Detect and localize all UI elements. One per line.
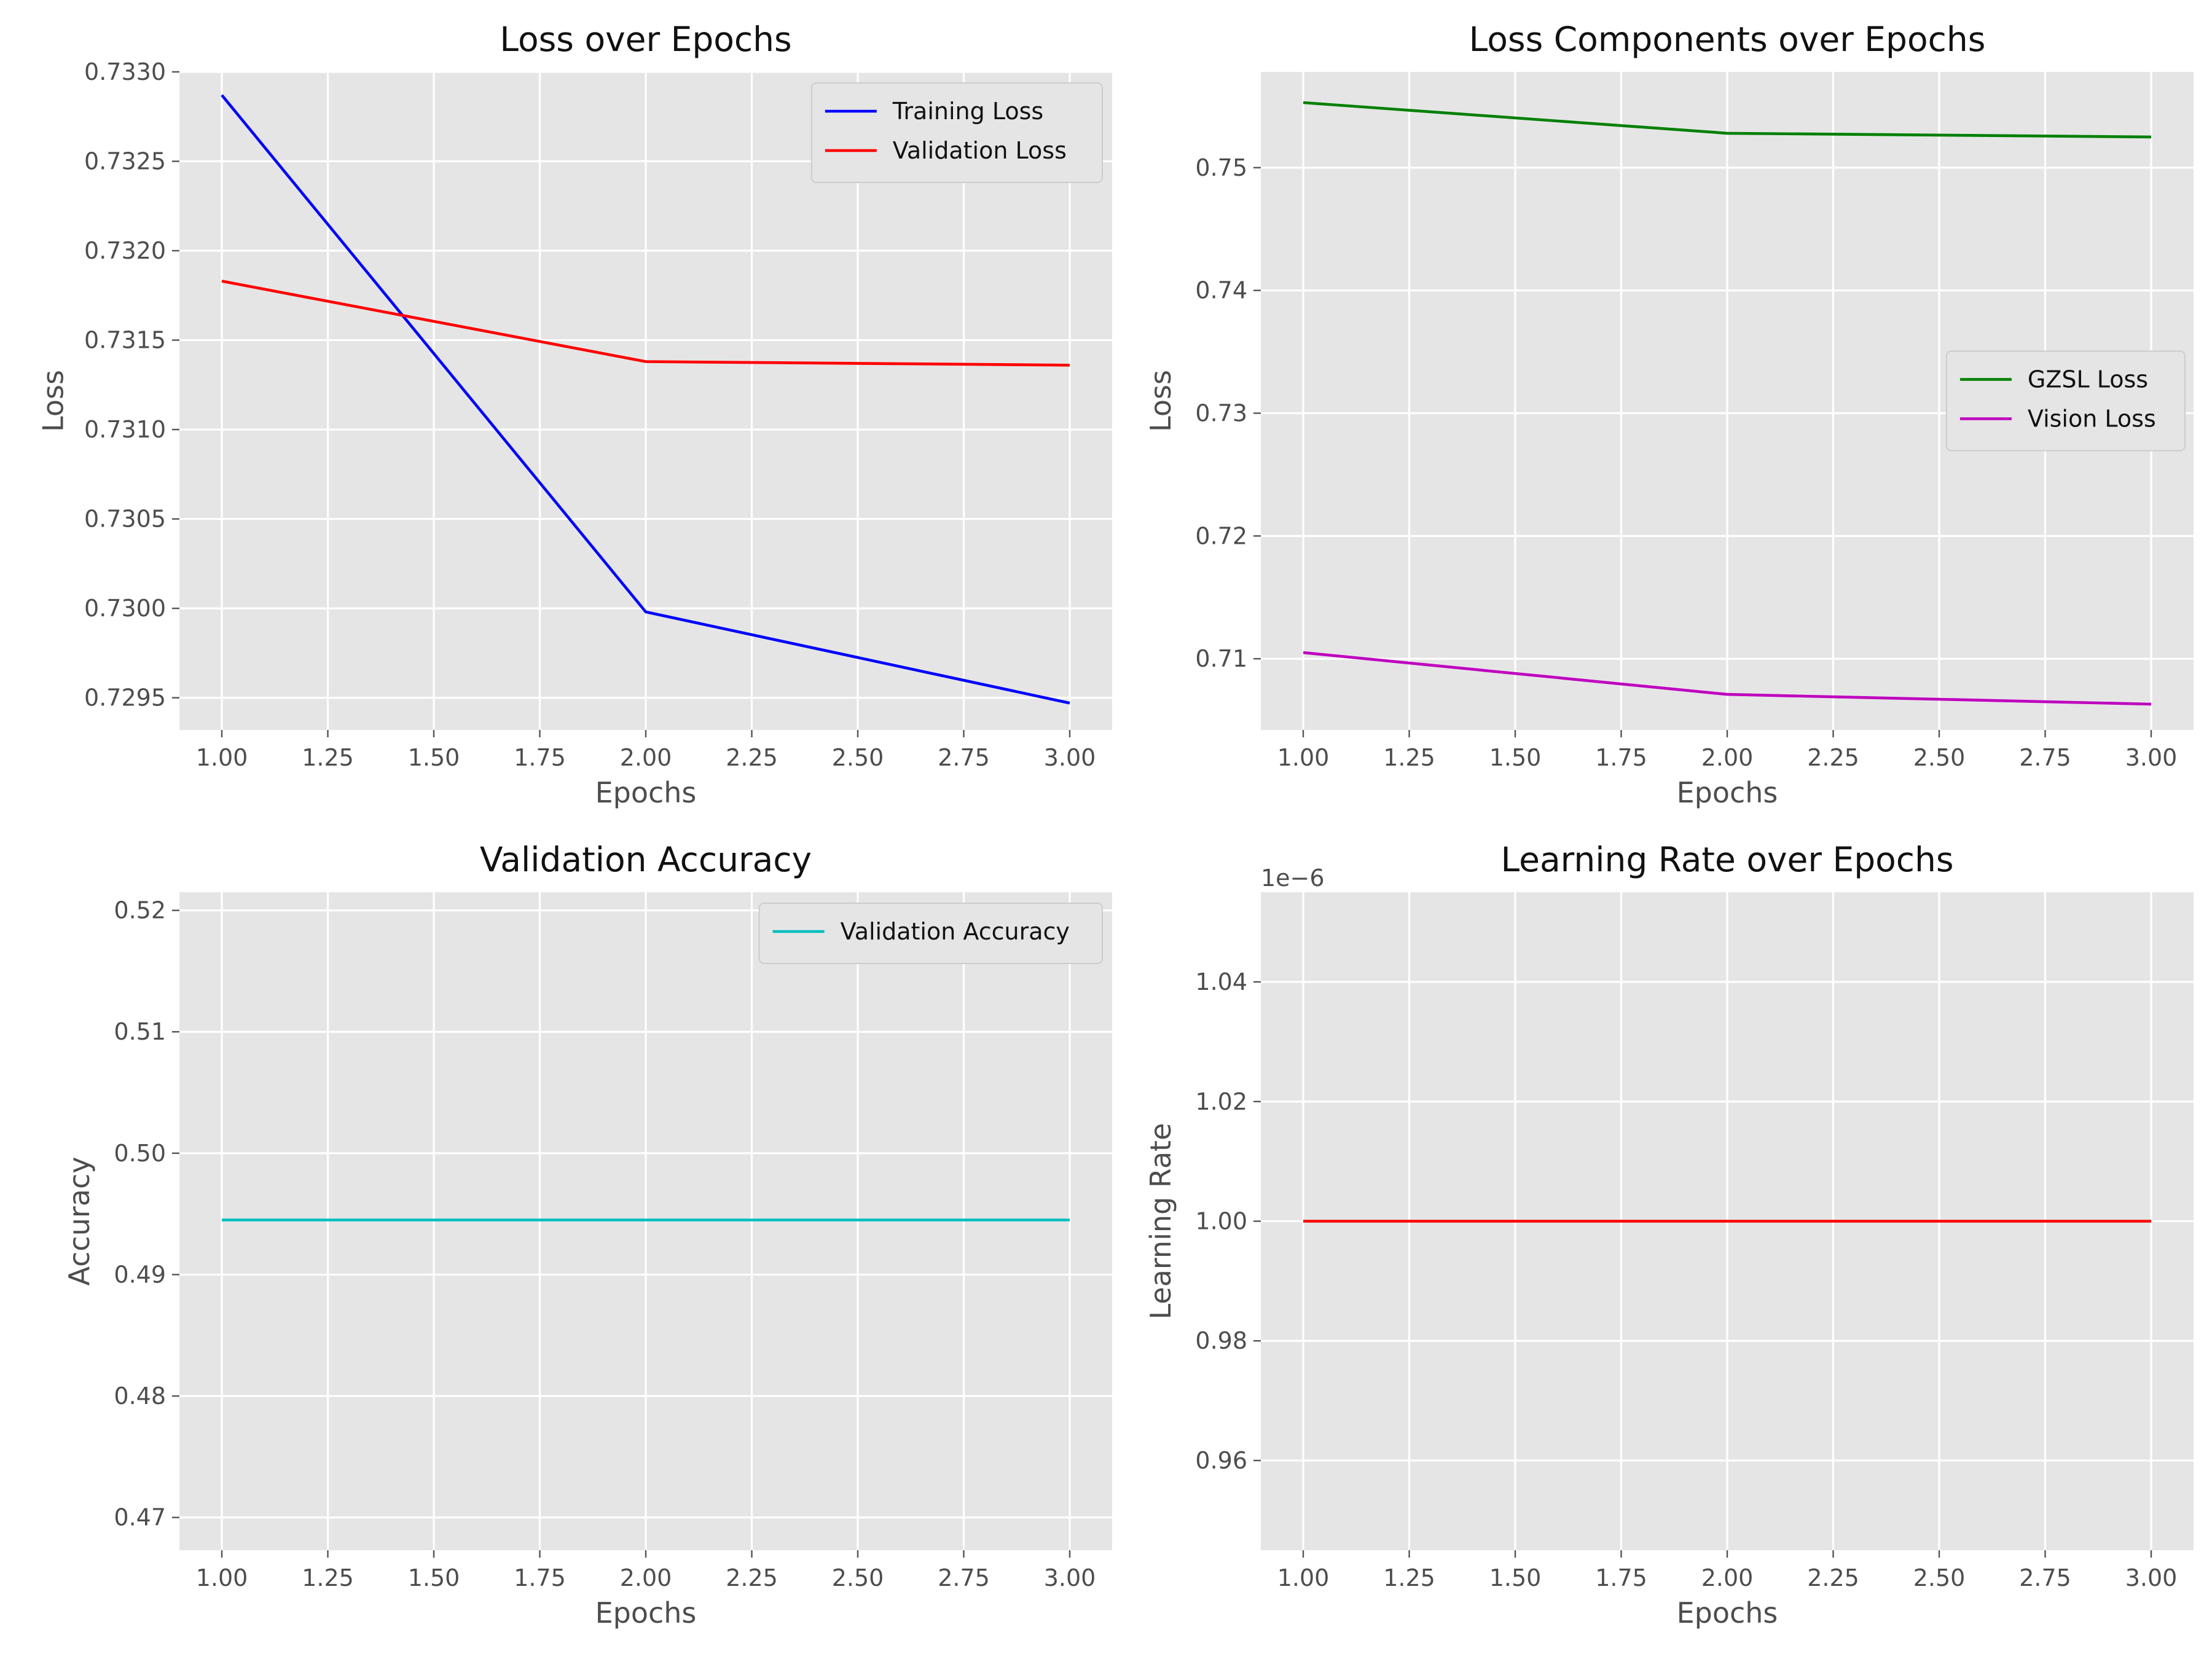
y-axis-label: Accuracy	[63, 1156, 96, 1285]
x-tick-label: 2.00	[620, 744, 672, 771]
y-tick-label: 1.00	[1195, 1208, 1247, 1235]
chart-title: Learning Rate over Epochs	[1500, 840, 1953, 879]
series-line-gzsl-loss	[1303, 101, 2152, 139]
y-tick-label: 0.50	[114, 1140, 166, 1167]
y-tick-label: 0.75	[1195, 154, 1247, 181]
legend-entry: GZSL Loss	[2028, 366, 2148, 393]
x-tick-label: 2.75	[938, 744, 990, 771]
x-axis-label: Epochs	[595, 776, 697, 809]
y-tick-label: 0.7320	[84, 237, 166, 264]
legend-box	[1945, 350, 2186, 452]
x-tick-label: 2.00	[1701, 744, 1754, 771]
legend: GZSL Loss Vision Loss	[1945, 350, 2186, 452]
x-tick-label: 1.00	[196, 744, 248, 771]
x-tick-label: 1.25	[1383, 744, 1435, 771]
x-tick-label: 1.75	[1595, 744, 1647, 771]
series-line-vision-loss	[1303, 651, 2152, 706]
x-tick-label: 2.50	[832, 1564, 884, 1591]
y-tick-label: 1.02	[1195, 1088, 1247, 1115]
x-tick-label: 1.25	[302, 744, 354, 771]
x-tick-label: 1.00	[196, 1564, 248, 1591]
y-axis-label: Loss	[1144, 370, 1177, 432]
x-tick-label: 1.50	[408, 1564, 460, 1591]
x-tick-label: 3.00	[1044, 744, 1096, 771]
y-tick-label: 0.7330	[84, 58, 166, 85]
y-tick-label: 0.96	[1195, 1447, 1247, 1474]
x-tick-label: 1.50	[1489, 744, 1542, 771]
chart-title: Validation Accuracy	[480, 840, 812, 879]
x-tick-label: 2.75	[2019, 744, 2071, 771]
x-axis-label: Epochs	[1677, 1596, 1778, 1630]
legend-box	[758, 903, 1104, 964]
y-tick-label: 0.7295	[84, 684, 166, 712]
axis-offset-label: 1e−6	[1261, 865, 1325, 892]
x-tick-label: 1.50	[1489, 1564, 1542, 1591]
x-tick-label: 1.50	[408, 744, 460, 771]
x-tick-label: 2.50	[832, 744, 884, 771]
y-tick-label: 0.74	[1195, 277, 1247, 304]
x-tick-label: 2.25	[726, 1564, 778, 1591]
x-tick-label: 1.75	[1595, 1564, 1647, 1591]
y-tick-label: 0.7310	[84, 416, 166, 443]
x-tick-label: 2.25	[1807, 1564, 1859, 1591]
y-tick-label: 0.72	[1195, 522, 1247, 549]
y-tick-label: 0.49	[114, 1261, 166, 1288]
chart-title: Loss over Epochs	[500, 20, 791, 59]
legend-box	[810, 82, 1104, 183]
legend: Validation Accuracy	[758, 903, 1104, 964]
x-tick-label: 2.00	[1701, 1564, 1754, 1591]
x-tick-label: 2.25	[1807, 744, 1859, 771]
chart-panel-1: 1.00 1.25 1.50 1.75 2.00 2.25 2.50 2.75 3.00 0.72…	[36, 20, 1112, 809]
y-tick-label: 0.7305	[84, 506, 166, 533]
y-tick-label: 1.04	[1195, 968, 1247, 995]
x-tick-label: 2.75	[938, 1564, 990, 1591]
x-tick-label: 1.75	[514, 744, 566, 771]
y-tick-label: 0.7325	[84, 148, 166, 175]
legend-entry: Training Loss	[892, 98, 1043, 125]
chart-title: Loss Components over Epochs	[1469, 20, 1986, 59]
x-tick-label: 2.00	[620, 1564, 672, 1591]
y-tick-label: 0.7315	[84, 327, 166, 354]
y-tick-label: 0.98	[1195, 1327, 1247, 1354]
x-tick-label: 3.00	[2125, 1564, 2178, 1591]
x-tick-label: 2.50	[1913, 1564, 1966, 1591]
y-tick-label: 0.47	[114, 1504, 166, 1531]
x-axis-label: Epochs	[595, 1596, 697, 1630]
legend-entry: Vision Loss	[2028, 406, 2156, 433]
y-tick-label: 0.51	[114, 1018, 166, 1045]
x-tick-label: 2.50	[1913, 744, 1966, 771]
y-tick-label: 0.52	[114, 897, 166, 924]
y-tick-label: 0.48	[114, 1382, 166, 1410]
y-axis-label: Loss	[36, 370, 69, 432]
series-line-validation-loss	[221, 280, 1070, 367]
chart-panel-3: 1.00 1.25 1.50 1.75 2.00 2.25 2.50 2.75 3.00 0.47…	[63, 840, 1112, 1630]
y-tick-label: 0.7300	[84, 595, 166, 622]
x-axis-label: Epochs	[1677, 776, 1778, 809]
series-line-training-loss	[221, 94, 1070, 705]
x-tick-label: 3.00	[1044, 1564, 1096, 1591]
y-tick-label: 0.71	[1195, 645, 1247, 672]
x-tick-label: 1.75	[514, 1564, 566, 1591]
y-axis-label: Learning Rate	[1144, 1123, 1177, 1320]
y-tick-label: 0.73	[1195, 399, 1247, 426]
x-tick-label: 1.25	[302, 1564, 354, 1591]
x-tick-label: 3.00	[2125, 744, 2178, 771]
x-tick-label: 1.25	[1383, 1564, 1435, 1591]
x-tick-label: 2.75	[2019, 1564, 2071, 1591]
chart-panel-2: 1.00 1.25 1.50 1.75 2.00 2.25 2.50 2.75 3.00 0.71…	[1144, 20, 2194, 809]
x-tick-label: 2.25	[726, 744, 778, 771]
chart-panel-4: 1.00 1.25 1.50 1.75 2.00 2.25 2.50 2.75 3.00 0.96…	[1144, 840, 2194, 1630]
legend: Training Loss Validation Loss	[810, 82, 1104, 183]
x-tick-label: 1.00	[1277, 744, 1330, 771]
legend-entry: Validation Loss	[893, 137, 1067, 164]
legend-entry: Validation Accuracy	[841, 918, 1070, 945]
x-tick-label: 1.00	[1277, 1564, 1330, 1591]
